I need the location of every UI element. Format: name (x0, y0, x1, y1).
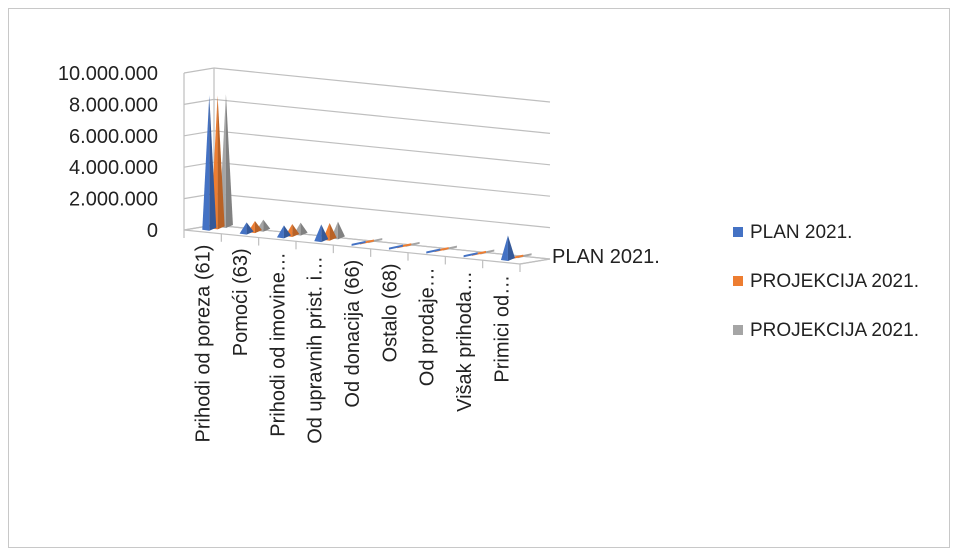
cone-shadow (337, 221, 345, 240)
cone (500, 235, 508, 262)
gridline (213, 193, 551, 229)
legend-swatch (733, 276, 743, 286)
x-tick-label: Od donacija (66) (342, 260, 364, 408)
chart-frame (8, 8, 950, 548)
x-tick-label: Primici od… (491, 275, 513, 383)
legend-swatch (733, 325, 743, 335)
legend-label: PLAN 2021. (750, 222, 852, 243)
legend-swatch (733, 227, 743, 237)
cone-shadow (217, 95, 225, 230)
y-tick-label: 0 (147, 220, 158, 242)
gridline (213, 130, 551, 166)
x-tick-label: Prihodi od imovine… (267, 252, 289, 437)
cone-shadow (300, 222, 308, 236)
y-tick-label: 2.000.000 (69, 189, 158, 211)
cone-shadow (321, 224, 329, 243)
depth-axis-edge (519, 258, 551, 265)
legend-label: PROJEKCIJA 2021. (750, 320, 919, 341)
cone-shadow (254, 220, 262, 234)
gridline (213, 161, 551, 197)
depth-axis-label: PLAN 2021. (552, 246, 660, 268)
cone-shadow (263, 219, 271, 232)
cone-shadow (329, 223, 337, 241)
x-tick-label: Prihodi od poreza (61) (193, 245, 215, 443)
cone-base (426, 248, 441, 254)
cone-shadow (283, 225, 291, 239)
cone (202, 95, 210, 231)
x-tick-label: Ostalo (68) (379, 263, 401, 362)
x-tick-label: Od prodaje… (417, 267, 439, 386)
x-tick-label: Od upravnih prist. i… (305, 256, 327, 444)
cone (239, 222, 247, 235)
cone (314, 224, 322, 243)
cone (276, 225, 284, 239)
cone-shadow (246, 222, 254, 235)
cone-shadow (225, 94, 233, 229)
cone-base (351, 240, 366, 246)
y-tick-label: 8.000.000 (69, 94, 158, 116)
cone-base (388, 244, 403, 250)
x-tick-label: Višak prihoda… (454, 271, 476, 412)
cone-base (463, 252, 478, 258)
x-tick-label: Pomoći (63) (230, 248, 252, 356)
legend-label: PROJEKCIJA 2021. (750, 271, 919, 292)
y-tick-label: 6.000.000 (69, 126, 158, 148)
cone-shadow (292, 223, 300, 237)
cone-shadow (507, 235, 515, 262)
y-tick-label: 4.000.000 (69, 157, 158, 179)
side-gridline (183, 67, 215, 74)
gridline (213, 67, 551, 103)
y-tick-label: 10.000.000 (58, 63, 158, 85)
gridline (213, 98, 551, 134)
side-gridline (183, 98, 215, 105)
cone-shadow (209, 95, 217, 231)
